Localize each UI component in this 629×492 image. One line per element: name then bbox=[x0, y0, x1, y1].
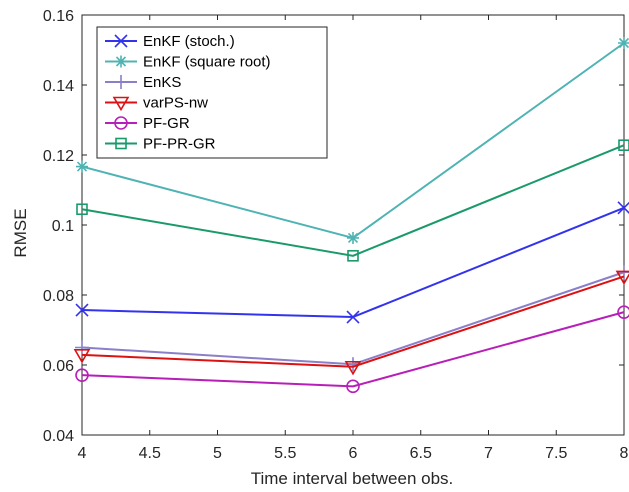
legend-marker bbox=[114, 116, 128, 130]
series-enkf-stoch bbox=[75, 201, 629, 324]
y-tick-label: 0.16 bbox=[43, 8, 74, 25]
series-line bbox=[81, 311, 625, 388]
data-point bbox=[347, 231, 359, 244]
data-point bbox=[617, 305, 629, 319]
series-pf-gr bbox=[75, 305, 629, 394]
y-tick-label: 0.08 bbox=[43, 288, 74, 305]
data-point bbox=[618, 139, 629, 151]
legend-marker bbox=[115, 55, 127, 68]
y-axis: 0.04 0.06 0.08 0.1 0.12 0.14 0.16 bbox=[43, 8, 624, 445]
data-point bbox=[618, 37, 629, 49]
x-tick-label: 4.5 bbox=[139, 445, 161, 462]
x-tick-label: 4 bbox=[78, 445, 87, 462]
y-tick-label: 0.14 bbox=[43, 78, 74, 95]
data-point bbox=[75, 368, 89, 382]
legend-label: PF-PR-GR bbox=[143, 136, 216, 153]
legend: EnKF (stoch.) EnKF (square root) EnKS varPS… bbox=[96, 26, 328, 159]
series-varps-nw bbox=[73, 270, 629, 376]
y-tick-label: 0.1 bbox=[52, 218, 74, 235]
data-point bbox=[75, 303, 89, 317]
series-pf-pr-gr bbox=[76, 139, 629, 262]
x-tick-label: 6.5 bbox=[410, 445, 432, 462]
legend-item: PF-PR-GR bbox=[105, 136, 216, 153]
y-tick-label: 0.04 bbox=[43, 428, 74, 445]
series-enkf-square-root bbox=[76, 37, 629, 244]
data-point bbox=[75, 340, 89, 355]
data-point bbox=[346, 379, 360, 394]
series-line bbox=[81, 144, 625, 257]
legend-marker bbox=[114, 34, 128, 48]
legend-item: EnKS bbox=[105, 74, 181, 91]
x-axis-label: Time interval between obs. bbox=[251, 469, 454, 488]
x-tick-label: 5.5 bbox=[274, 445, 296, 462]
legend-label: PF-GR bbox=[143, 115, 190, 132]
legend-item: EnKF (square root) bbox=[105, 54, 271, 71]
x-tick-label: 7.5 bbox=[545, 445, 567, 462]
x-tick-label: 8 bbox=[620, 445, 629, 462]
legend-label: EnKF (square root) bbox=[143, 54, 271, 71]
series-layer bbox=[73, 37, 629, 394]
series-line bbox=[81, 275, 625, 368]
legend-box bbox=[96, 26, 328, 159]
legend-item: EnKF (stoch.) bbox=[105, 33, 235, 50]
legend-label: varPS-nw bbox=[143, 95, 208, 112]
legend-marker bbox=[112, 96, 130, 112]
series-line bbox=[81, 271, 625, 366]
legend-label: EnKS bbox=[143, 74, 181, 91]
data-point bbox=[615, 270, 629, 286]
legend-marker bbox=[115, 137, 127, 150]
data-point bbox=[73, 349, 91, 364]
y-tick-label: 0.06 bbox=[43, 358, 74, 375]
x-tick-label: 7 bbox=[484, 445, 493, 462]
legend-item: PF-GR bbox=[105, 115, 190, 132]
y-axis-label: RMSE bbox=[11, 208, 30, 257]
data-point bbox=[76, 160, 88, 173]
legend-marker bbox=[114, 75, 128, 89]
data-point bbox=[346, 310, 360, 324]
data-point bbox=[617, 201, 629, 215]
data-point bbox=[344, 360, 362, 376]
x-axis: 4 4.5 5 5.5 6 6.5 7 7.5 8 bbox=[78, 15, 629, 462]
legend-label: EnKF (stoch.) bbox=[143, 33, 235, 50]
data-point bbox=[76, 203, 88, 216]
x-tick-label: 5 bbox=[213, 445, 222, 462]
data-point bbox=[347, 250, 359, 262]
y-tick-label: 0.12 bbox=[43, 148, 74, 165]
legend-item: varPS-nw bbox=[105, 95, 208, 112]
x-tick-label: 6 bbox=[349, 445, 358, 462]
